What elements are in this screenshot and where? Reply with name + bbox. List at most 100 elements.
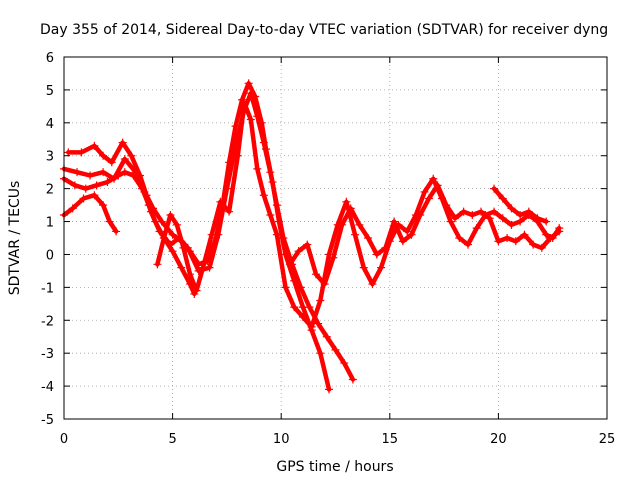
data-point <box>329 253 338 262</box>
data-point <box>207 230 216 239</box>
data-point <box>168 247 177 256</box>
data-point <box>107 158 116 167</box>
chart-title: Day 355 of 2014, Sidereal Day-to-day VTE… <box>40 22 608 38</box>
data-point <box>490 207 499 216</box>
data-point <box>511 237 520 246</box>
series-track-5 <box>153 99 564 331</box>
data-point <box>320 280 329 289</box>
data-point <box>472 224 481 233</box>
x-axis-label: GPS time / hours <box>276 459 393 475</box>
data-point <box>342 197 351 206</box>
data-point <box>340 359 349 368</box>
data-point <box>459 207 468 216</box>
data-point <box>398 237 407 246</box>
y-tick-label: 4 <box>46 117 54 132</box>
x-tick-label: 10 <box>273 432 290 447</box>
data-point <box>81 184 90 193</box>
data-point <box>127 151 136 160</box>
data-point <box>177 263 186 272</box>
data-point <box>305 303 314 312</box>
data-point <box>68 204 77 213</box>
data-point <box>316 349 325 358</box>
data-point <box>70 181 79 190</box>
data-points <box>60 79 564 394</box>
data-point <box>520 230 529 239</box>
data-point <box>240 99 249 108</box>
data-point <box>503 234 512 242</box>
data-point <box>359 263 368 272</box>
data-point <box>296 283 305 292</box>
data-point <box>146 207 155 216</box>
data-point <box>159 234 168 242</box>
data-point <box>348 375 357 384</box>
data-point <box>266 168 275 177</box>
data-point <box>166 210 175 219</box>
y-tick-label: -5 <box>41 413 54 428</box>
data-point <box>468 210 477 219</box>
data-point <box>372 250 381 259</box>
y-tick-label: 6 <box>46 51 54 66</box>
data-point <box>377 263 386 272</box>
data-point <box>285 260 294 269</box>
data-point <box>99 168 108 177</box>
data-point <box>490 184 499 193</box>
data-point <box>259 191 268 200</box>
data-point <box>92 181 101 190</box>
data-point <box>485 214 494 223</box>
data-point <box>338 220 347 229</box>
data-point <box>346 204 355 213</box>
data-point <box>420 187 429 196</box>
data-point <box>351 230 360 239</box>
data-point <box>77 148 86 157</box>
data-point <box>368 280 377 289</box>
y-tick-label: -2 <box>41 314 54 329</box>
data-point <box>90 141 99 150</box>
data-point <box>477 207 486 216</box>
data-point <box>246 115 255 124</box>
data-point <box>64 148 73 157</box>
data-point <box>303 240 312 249</box>
data-point <box>403 227 412 236</box>
axis-ticks: 0 5 10 15 20 25 -5 -4 -3 -2 -1 0 1 2 3 4 5 6 <box>41 51 615 447</box>
data-point <box>99 201 108 210</box>
data-point <box>266 210 275 219</box>
data-point <box>290 303 299 312</box>
y-tick-label: -3 <box>41 347 54 362</box>
data-point <box>225 207 234 216</box>
data-point <box>103 178 112 187</box>
data-point <box>185 270 194 279</box>
data-point <box>446 217 455 226</box>
data-point <box>120 168 129 177</box>
data-point <box>311 270 320 279</box>
data-point <box>524 207 533 216</box>
data-point <box>494 237 503 246</box>
y-tick-label: 5 <box>46 84 54 99</box>
data-point <box>322 332 331 341</box>
data-point <box>537 243 546 252</box>
series-track-6 <box>285 181 564 289</box>
y-tick-label: -1 <box>41 281 54 296</box>
series-track-7 <box>490 184 551 226</box>
data-point <box>498 214 507 223</box>
data-point <box>86 171 95 180</box>
data-point <box>140 187 149 196</box>
data-point <box>120 155 129 164</box>
data-point <box>316 296 325 305</box>
data-point <box>555 227 564 236</box>
data-point <box>355 220 364 229</box>
data-point <box>272 201 281 210</box>
data-point <box>109 174 118 183</box>
y-tick-label: -4 <box>41 380 54 395</box>
data-point <box>390 217 399 226</box>
data-point <box>281 283 290 292</box>
data-point <box>429 174 438 183</box>
data-point <box>416 210 425 219</box>
data-point <box>112 227 121 236</box>
data-point <box>246 89 255 98</box>
data-point <box>294 247 303 256</box>
data-point <box>314 319 323 328</box>
data-point <box>542 230 551 239</box>
data-point <box>433 181 442 190</box>
data-point <box>331 345 340 354</box>
